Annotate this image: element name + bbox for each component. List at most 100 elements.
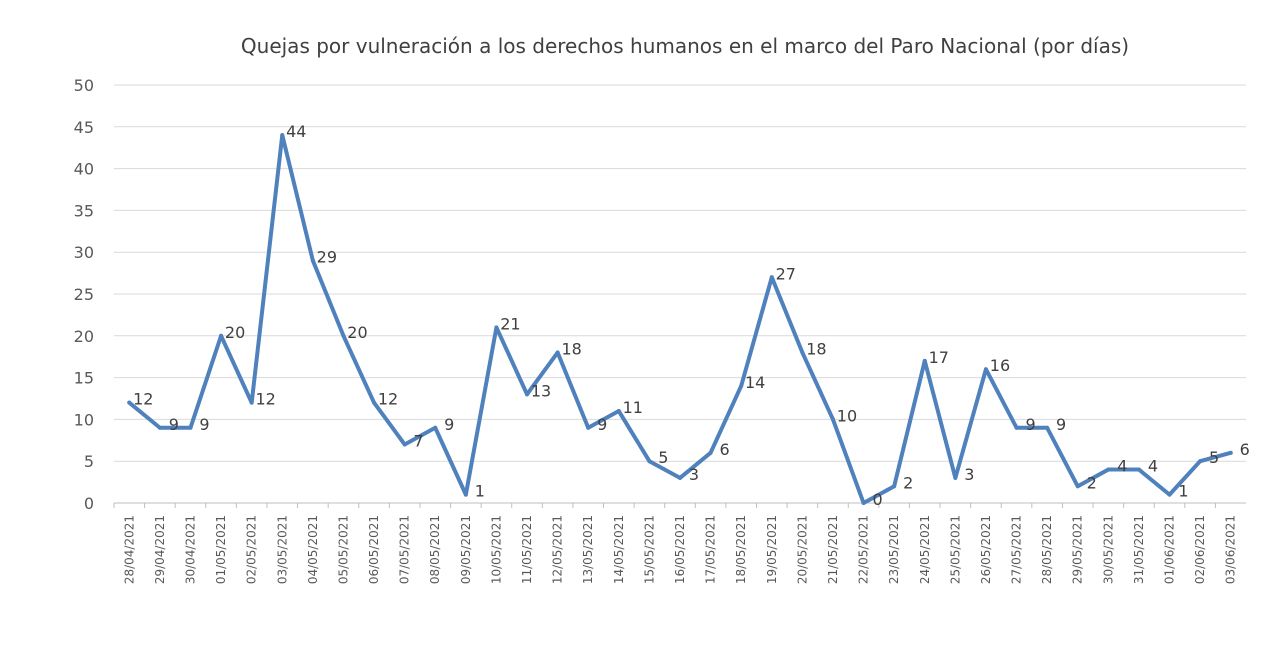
data-label: 14 — [745, 373, 765, 392]
data-label: 16 — [990, 356, 1010, 375]
data-point — [219, 333, 224, 338]
data-label: 18 — [561, 340, 581, 359]
data-label: 1 — [475, 482, 485, 501]
data-label: 11 — [623, 398, 643, 417]
data-label: 4 — [1148, 457, 1158, 476]
x-tick-label: 03/06/2021 — [1224, 515, 1238, 584]
data-point — [861, 501, 866, 505]
data-point — [1106, 467, 1111, 472]
data-point — [739, 383, 744, 388]
x-tick-label: 01/06/2021 — [1163, 515, 1177, 584]
x-tick-label: 22/05/2021 — [857, 515, 871, 584]
data-point — [1198, 459, 1203, 464]
data-label: 17 — [929, 348, 949, 367]
x-tick-label: 23/05/2021 — [887, 515, 901, 584]
x-tick-label: 27/05/2021 — [1010, 515, 1024, 584]
x-tick-label: 13/05/2021 — [581, 515, 595, 584]
data-point — [280, 133, 285, 138]
data-point — [800, 350, 805, 355]
data-point — [463, 492, 468, 497]
data-label: 2 — [1087, 473, 1097, 492]
data-point — [1045, 425, 1050, 430]
x-tick-label: 01/05/2021 — [214, 515, 228, 584]
data-label: 20 — [347, 323, 367, 342]
data-point — [555, 350, 560, 355]
chart-title: Quejas por vulneración a los derechos hu… — [240, 34, 1130, 58]
x-tick-label: 07/05/2021 — [398, 515, 412, 584]
data-point — [188, 425, 193, 430]
x-tick-label: 21/05/2021 — [826, 515, 840, 584]
data-point — [922, 358, 927, 363]
data-point — [769, 275, 774, 280]
y-tick-label: 40 — [74, 160, 94, 179]
x-tick-label: 28/05/2021 — [1040, 515, 1054, 584]
x-tick-label: 09/05/2021 — [459, 515, 473, 584]
x-tick-label: 24/05/2021 — [918, 515, 932, 584]
x-tick-label: 28/04/2021 — [122, 515, 136, 584]
data-label: 27 — [776, 264, 796, 283]
data-label: 29 — [317, 248, 337, 267]
data-point — [249, 400, 254, 405]
y-tick-label: 5 — [84, 452, 94, 471]
y-axis-ticks: 0 5 10 15 20 25 30 35 40 45 50 — [74, 76, 94, 513]
data-label: 5 — [658, 448, 668, 467]
data-point — [494, 325, 499, 330]
y-tick-label: 45 — [74, 118, 94, 137]
data-label: 44 — [286, 122, 306, 141]
y-tick-label: 30 — [74, 243, 94, 262]
x-tick-label: 12/05/2021 — [551, 515, 565, 584]
x-tick-label: 11/05/2021 — [520, 515, 534, 584]
data-point — [1075, 484, 1080, 489]
data-point — [1167, 492, 1172, 497]
y-tick-label: 35 — [74, 201, 94, 220]
data-point — [953, 475, 958, 480]
data-label: 9 — [199, 415, 209, 434]
x-tick-label: 04/05/2021 — [306, 515, 320, 584]
x-tick-label: 08/05/2021 — [428, 515, 442, 584]
x-tick-label: 29/05/2021 — [1071, 515, 1085, 584]
data-point — [983, 367, 988, 372]
data-point — [678, 475, 682, 480]
data-label: 12 — [255, 390, 275, 409]
x-tick-label: 03/05/2021 — [275, 515, 289, 584]
data-label: 12 — [378, 390, 398, 409]
data-label: 9 — [1025, 415, 1035, 434]
data-point — [372, 400, 377, 405]
x-tick-label: 14/05/2021 — [612, 515, 626, 584]
data-label: 9 — [444, 415, 454, 434]
data-label: 21 — [500, 314, 520, 333]
y-tick-label: 10 — [74, 410, 94, 429]
y-tick-label: 0 — [84, 494, 94, 513]
x-tick-label: 30/04/2021 — [183, 515, 197, 584]
data-label: 20 — [225, 323, 245, 342]
data-label: 6 — [1240, 440, 1250, 459]
data-label: 9 — [597, 415, 607, 434]
x-tick-label: 29/04/2021 — [153, 515, 167, 584]
data-point — [616, 409, 621, 414]
data-label: 13 — [531, 381, 551, 400]
x-tick-label: 10/05/2021 — [489, 515, 503, 584]
data-points — [127, 133, 1233, 505]
x-tick-label: 19/05/2021 — [765, 515, 779, 584]
data-label: 9 — [169, 415, 179, 434]
data-point — [830, 417, 835, 422]
x-tick-label: 20/05/2021 — [795, 515, 809, 584]
data-point — [708, 450, 713, 455]
data-label: 12 — [133, 390, 153, 409]
data-point — [1014, 425, 1019, 430]
data-point — [525, 392, 530, 397]
x-tick-label: 05/05/2021 — [336, 515, 350, 584]
x-tick-label: 18/05/2021 — [734, 515, 748, 584]
x-tick-label: 02/06/2021 — [1193, 515, 1207, 584]
x-tick-label: 30/05/2021 — [1101, 515, 1115, 584]
data-label: 0 — [872, 490, 882, 509]
data-label: 3 — [964, 465, 974, 484]
data-point — [127, 400, 132, 405]
data-label: 4 — [1117, 457, 1127, 476]
data-label: 18 — [806, 340, 826, 359]
x-tick-label: 31/05/2021 — [1132, 515, 1146, 584]
y-tick-label: 15 — [74, 369, 94, 388]
data-point — [1228, 450, 1233, 455]
data-labels: 129 9201244292012791211318911536142718100… — [133, 122, 1250, 509]
